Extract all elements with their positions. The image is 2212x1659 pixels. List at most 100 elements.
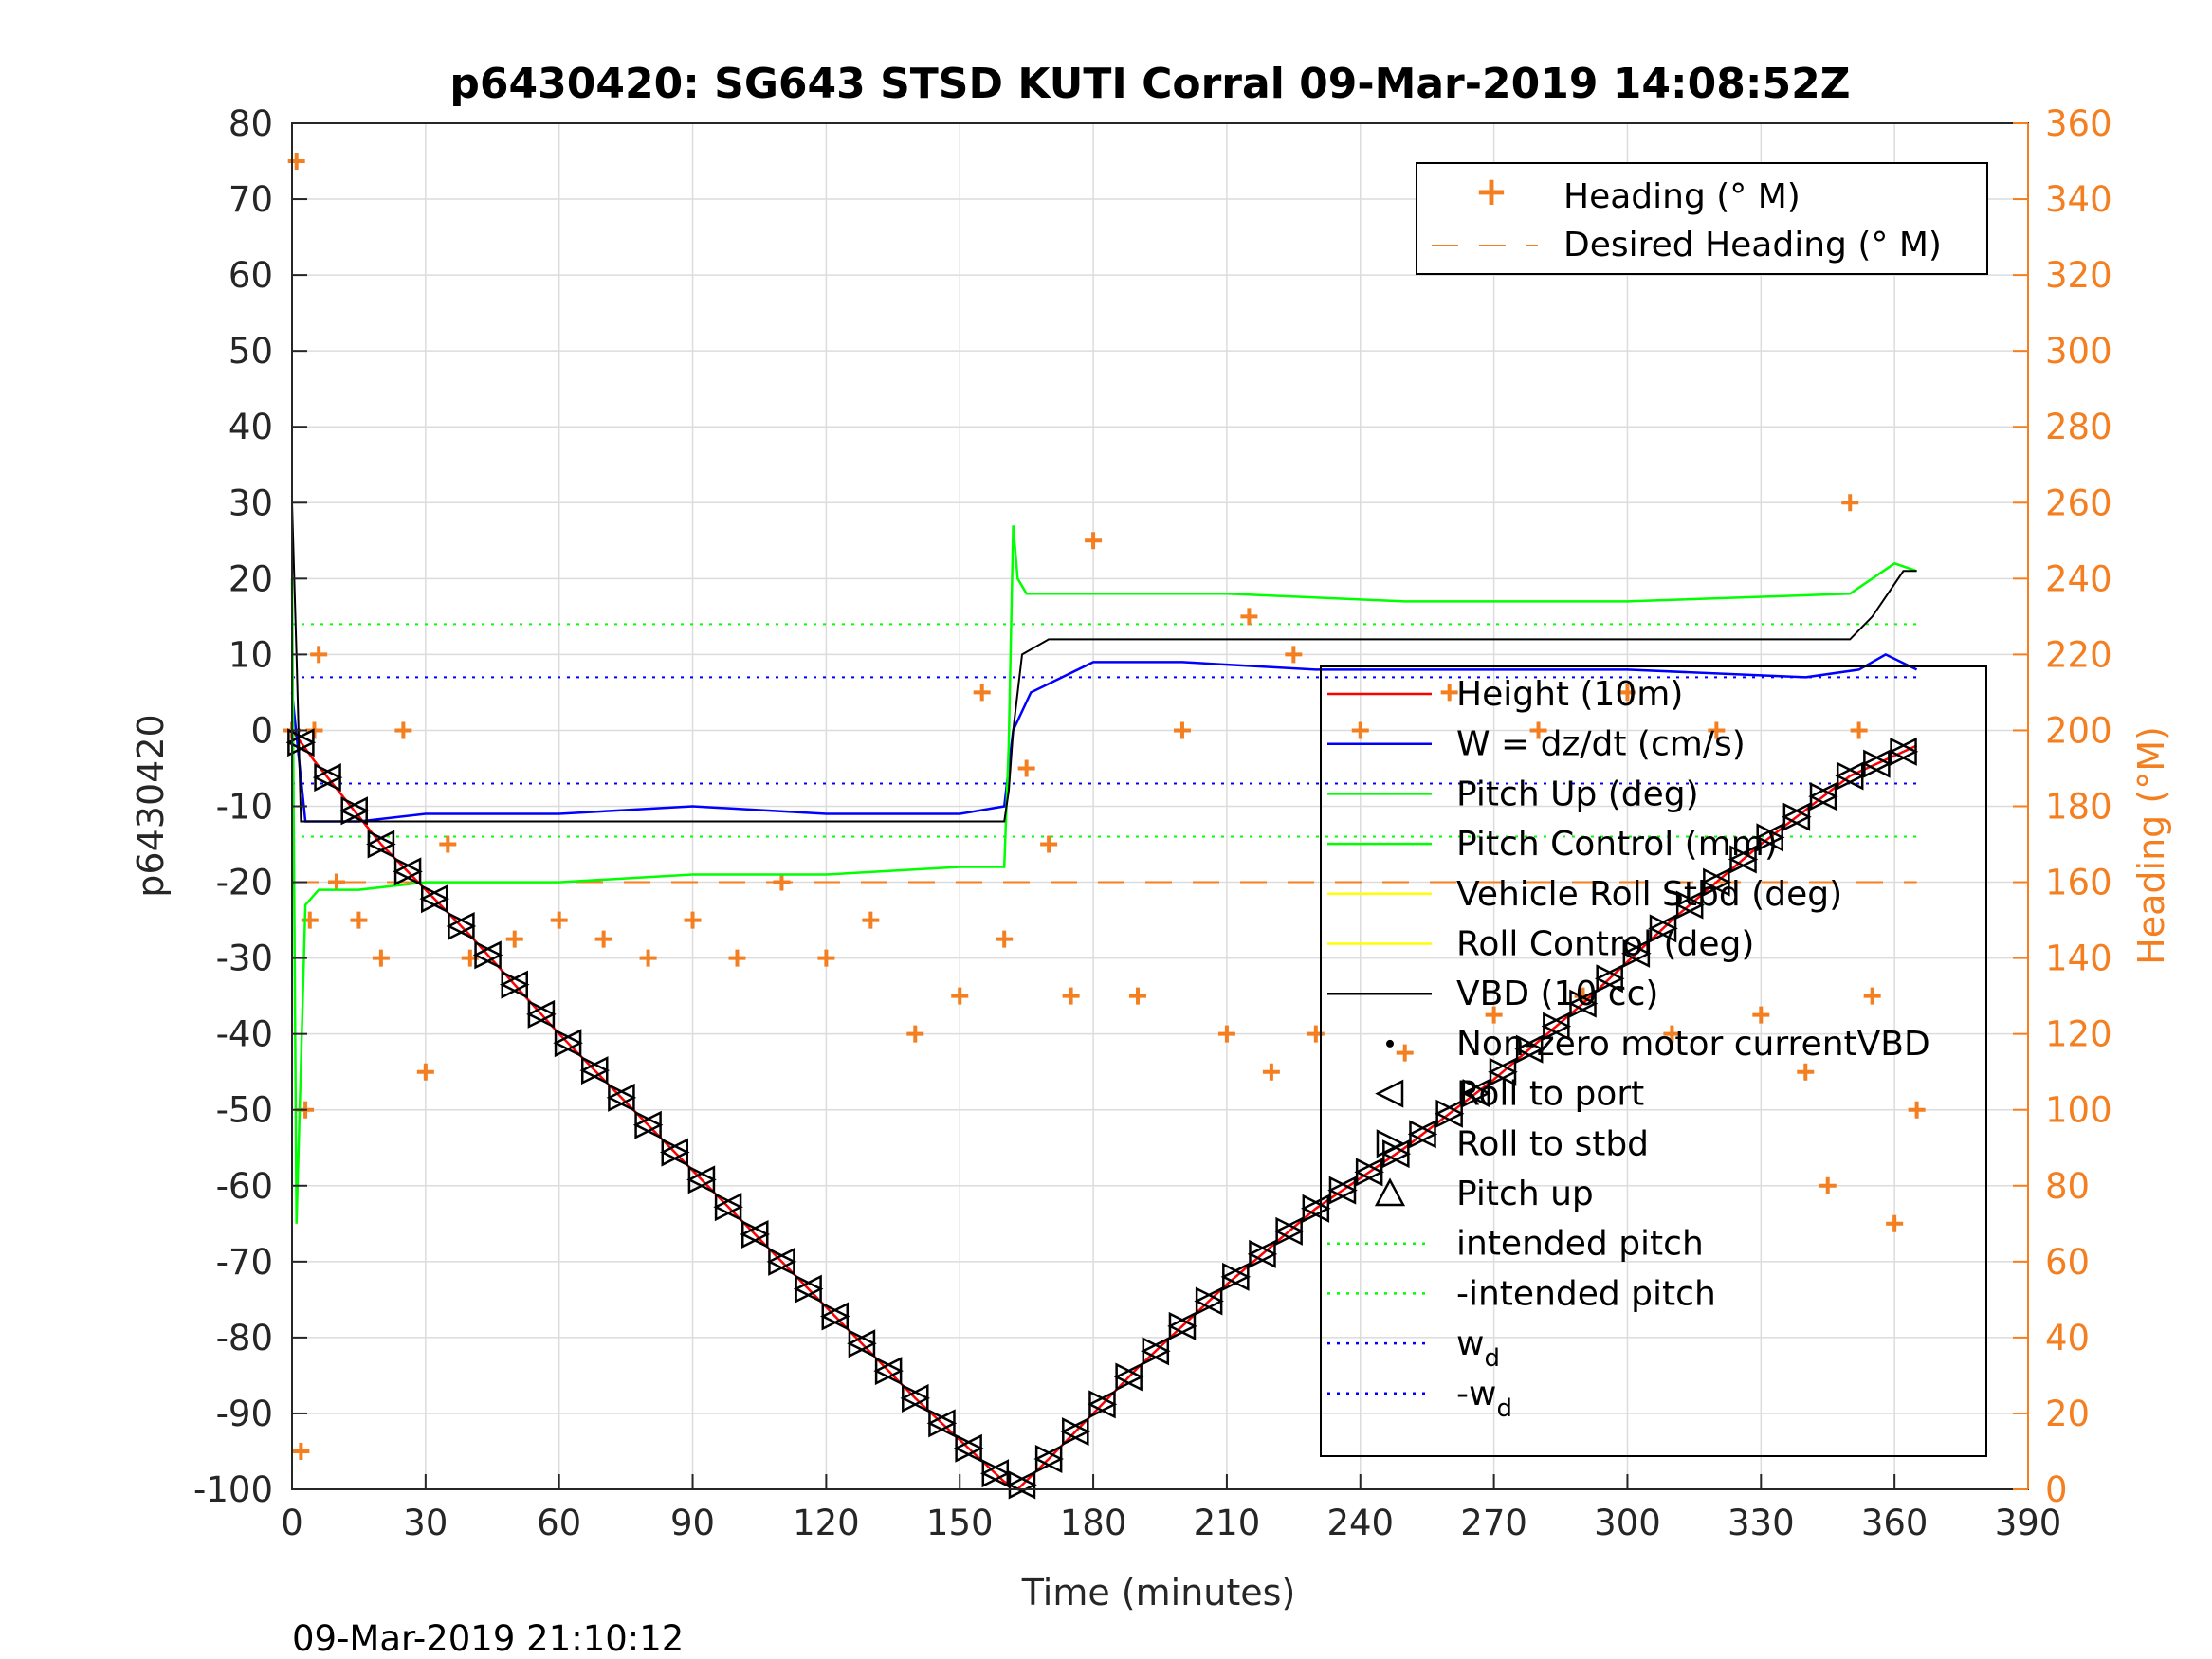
heading-point (350, 911, 368, 929)
y-axis-right-label: Heading (°M) (2130, 726, 2172, 965)
heading-point (1863, 987, 1881, 1005)
x-tick-label: 390 (1995, 1503, 2062, 1543)
legend-label-text: Roll Control (deg) (1456, 925, 1754, 964)
y-right-tick-label: 80 (2045, 1166, 2090, 1207)
heading-point (1485, 1006, 1503, 1024)
roll-port-marker (1835, 761, 1864, 791)
heading-point (1908, 1101, 1926, 1119)
x-axis-label: Time (minutes) (1021, 1572, 1296, 1613)
heading-point (1085, 532, 1103, 550)
roll-port-marker (446, 911, 475, 941)
y-tick-label: 30 (229, 483, 273, 523)
legend-heading: + Heading (° M) Desired Heading (° M) (1416, 162, 1988, 275)
roll-port-marker (632, 1110, 662, 1139)
y-right-tick-label: 320 (2045, 255, 2112, 296)
heading-point (862, 911, 880, 929)
heading-point (550, 911, 568, 929)
y-right-tick-label: 60 (2045, 1242, 2090, 1283)
chart-title: p6430420: SG643 STSD KUTI Corral 09-Mar-… (449, 60, 1850, 108)
heading-point (1285, 646, 1303, 664)
y-axis-right-ticks: 3603403203002802602402202001801601401201… (2013, 103, 2112, 1510)
roll-port-marker (1087, 1390, 1116, 1419)
legend-marker-dot (1386, 1039, 1394, 1048)
roll-port-marker (1033, 1444, 1063, 1474)
legend-label-subscript: d (1496, 1395, 1512, 1423)
legend-label-text: -w (1456, 1375, 1496, 1413)
x-tick-label: 30 (403, 1503, 448, 1543)
roll-port-marker (1621, 939, 1651, 968)
roll-port-marker (900, 1383, 929, 1413)
roll-port-marker (847, 1329, 876, 1358)
roll-port-marker (1648, 914, 1677, 943)
legend-label: W = dz/dt (cm/s) (1456, 725, 1746, 764)
roll-port-marker (873, 1357, 903, 1386)
x-tick-label: 0 (281, 1503, 303, 1543)
roll-port-marker (472, 940, 502, 970)
heading-point (1574, 987, 1592, 1005)
y-right-tick-label: 100 (2045, 1090, 2112, 1131)
legend-label: Height (10m) (1456, 675, 1683, 714)
y-tick-label: -40 (216, 1014, 273, 1055)
y-tick-label: -20 (216, 863, 273, 903)
heading-point (1850, 721, 1868, 739)
legend-marker-tri-right (1376, 1129, 1405, 1158)
legend-label-text: Roll to port (1456, 1075, 1644, 1114)
x-tick-label: 150 (926, 1503, 994, 1543)
y-right-tick-label: 240 (2045, 558, 2112, 599)
heading-point (817, 949, 835, 967)
roll-port-marker (1674, 890, 1704, 920)
y-tick-label: 70 (229, 179, 273, 220)
roll-port-marker (1327, 1176, 1357, 1205)
roll-port-marker (1407, 1120, 1436, 1149)
heading-point (1040, 835, 1058, 853)
series-pitch-up-deg (290, 525, 1918, 1224)
roll-port-marker (713, 1193, 742, 1222)
heading-point (1618, 684, 1636, 702)
roll-port-marker (419, 884, 448, 914)
heading-point (973, 684, 991, 702)
roll-port-marker (1782, 802, 1811, 831)
roll-port-marker (1754, 823, 1783, 852)
y-axis-label: p6430420 (130, 714, 172, 897)
roll-port-marker (606, 1083, 635, 1112)
heading-point (1529, 721, 1547, 739)
legend-label-text: Height (10m) (1456, 675, 1683, 714)
roll-port-marker (1434, 1099, 1463, 1128)
legend-label: Vehicle Roll Stbd (deg) (1456, 875, 1842, 914)
heading-point (1663, 1025, 1681, 1043)
heading-point (372, 949, 390, 967)
roll-port-marker (1888, 737, 1917, 766)
y-tick-label: -60 (216, 1166, 273, 1207)
heading-point (594, 930, 612, 948)
roll-port-marker (1060, 1417, 1089, 1447)
y-right-tick-label: 220 (2045, 634, 2112, 675)
heading-point (327, 873, 345, 891)
y-tick-label: 60 (229, 255, 273, 296)
roll-port-marker (953, 1433, 982, 1463)
legend-label: Pitch up (1456, 1175, 1594, 1213)
heading-point (684, 911, 702, 929)
heading-point (1351, 721, 1369, 739)
legend-label-text: Pitch Control (mm) (1456, 825, 1778, 864)
heading-point (1396, 1044, 1414, 1062)
roll-port-marker (1273, 1216, 1303, 1246)
roll-port-marker (312, 763, 341, 793)
y-tick-label: -90 (216, 1394, 273, 1434)
heading-point (287, 153, 305, 171)
y-tick-label: -30 (216, 939, 273, 979)
roll-port-marker (1861, 749, 1891, 778)
heading-point (416, 1063, 434, 1081)
legend-label: wd (1456, 1324, 1500, 1373)
y-right-tick-label: 260 (2045, 483, 2112, 523)
heading-point (639, 949, 657, 967)
y-tick-label: 40 (229, 407, 273, 447)
y-right-tick-label: 200 (2045, 710, 2112, 751)
roll-port-marker (1007, 1470, 1036, 1500)
y-tick-label: 0 (250, 710, 273, 751)
roll-port-marker (659, 1138, 689, 1167)
legend-label-subscript: d (1484, 1344, 1500, 1373)
legend-label: Roll to port (1456, 1075, 1644, 1114)
y-right-tick-label: 360 (2045, 103, 2112, 144)
heading-point (1173, 721, 1191, 739)
